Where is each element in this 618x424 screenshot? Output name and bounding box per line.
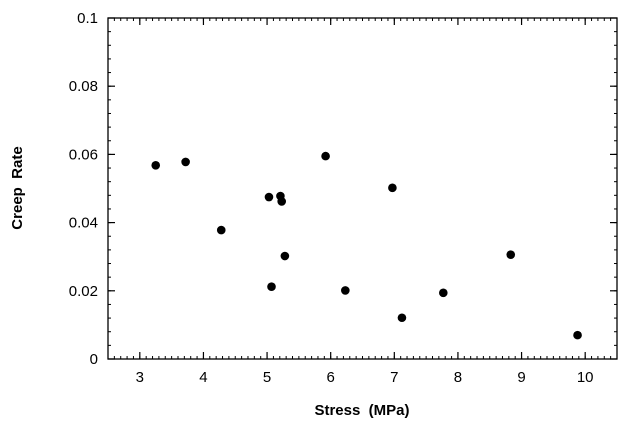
x-tick-label: 10 (577, 369, 594, 386)
data-point (151, 161, 161, 170)
data-point (341, 286, 350, 295)
y-tick-label: 0.06 (69, 146, 98, 163)
x-axis-title: Stress (MPa) (314, 402, 409, 419)
x-tick-label: 6 (327, 369, 335, 386)
data-point (181, 157, 190, 167)
x-tick-label: 7 (390, 369, 398, 386)
x-tick-label: 8 (454, 369, 462, 386)
data-point (216, 225, 226, 235)
x-tick-label: 3 (136, 369, 144, 386)
data-point (397, 313, 407, 323)
data-point (277, 197, 286, 206)
data-point (388, 183, 397, 193)
minor-ticks (107, 17, 618, 360)
y-tick-label: 0.04 (69, 215, 98, 232)
y-tick-label: 0 (90, 351, 98, 368)
data-point (267, 282, 276, 292)
x-tick-label: 5 (263, 369, 271, 386)
y-axis-title: Creep Rate (9, 146, 26, 229)
y-tick-label: 0.02 (69, 283, 98, 300)
y-tick-labels: 0 0.02 0.04 0.06 0.08 0.1 (69, 10, 98, 368)
x-tick-label: 4 (199, 369, 207, 386)
data-point (264, 192, 274, 202)
data-point (573, 330, 582, 340)
x-tick-labels: 3 4 5 6 7 8 9 10 (136, 369, 594, 386)
data-point (321, 151, 330, 161)
plot-frame (107, 17, 618, 360)
data-point (280, 251, 290, 261)
y-tick-label: 0.1 (77, 10, 98, 27)
data-points (151, 151, 582, 340)
data-point (439, 288, 448, 298)
major-ticks (108, 17, 617, 360)
x-tick-label: 9 (517, 369, 525, 386)
data-point (506, 250, 516, 259)
y-tick-label: 0.08 (69, 78, 98, 95)
